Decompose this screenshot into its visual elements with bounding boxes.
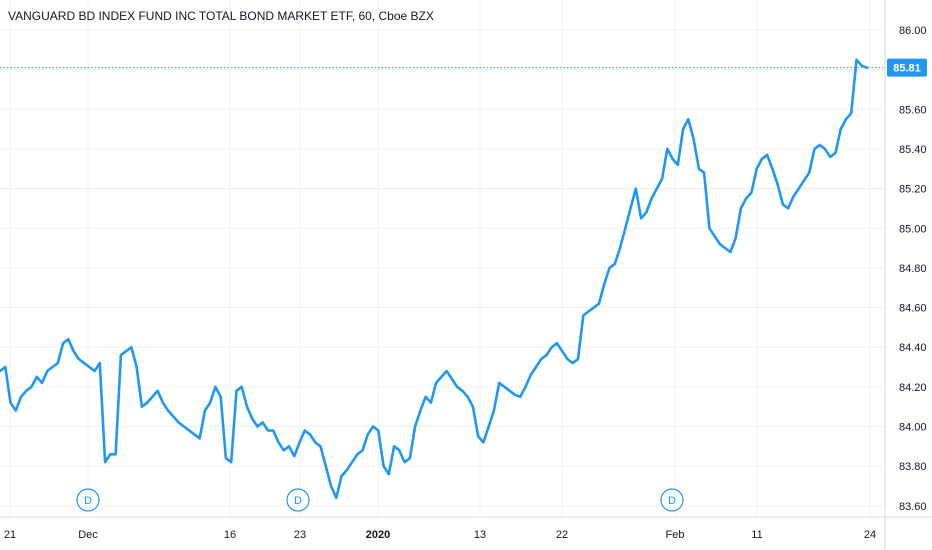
price-line (0, 58, 869, 500)
price-tick-label: 85.00 (899, 223, 927, 235)
time-tick-label: 13 (474, 529, 486, 541)
price-tick-label: 84.80 (899, 263, 927, 275)
dividend-marker-circle (660, 488, 684, 512)
dividend-marker-circle (76, 488, 100, 512)
price-tick-label: 84.20 (899, 382, 927, 394)
time-tick-label: 22 (556, 529, 568, 541)
time-tick-label: 23 (294, 529, 306, 541)
price-axis[interactable]: 86.0085.8085.6085.4085.2085.0084.8084.60… (899, 25, 927, 513)
price-tick-label: 83.60 (899, 501, 927, 513)
price-tick-label: 85.40 (899, 144, 927, 156)
last-price-line: 85.81 (0, 58, 927, 77)
dividend-marker-label: D (668, 495, 676, 507)
time-tick-label: 16 (224, 529, 236, 541)
last-price-label-box (887, 58, 927, 77)
time-tick-label: 11 (751, 529, 762, 541)
price-tick-label: 84.00 (899, 422, 927, 434)
time-tick-label: Feb (666, 529, 685, 541)
dividend-marker[interactable]: D (76, 488, 100, 512)
time-tick-label: 2020 (366, 529, 390, 541)
last-price-label: 85.81 (893, 63, 921, 75)
time-tick-label: 24 (864, 529, 876, 541)
chart-title: VANGUARD BD INDEX FUND INC TOTAL BOND MA… (8, 9, 434, 23)
time-axis[interactable]: 21 Dec 16 23 2020 13 22 Feb 11 24 (4, 529, 876, 541)
price-series (0, 58, 869, 500)
dividend-marker[interactable]: D (660, 488, 684, 512)
time-tick-label: Dec (78, 529, 98, 541)
dividend-marker-circle (286, 488, 310, 512)
dividend-marker[interactable]: D (286, 488, 310, 512)
price-tick-label: 85.60 (899, 104, 927, 116)
price-tick-label: 84.40 (899, 342, 927, 354)
grid-layer (0, 0, 885, 517)
price-tick-label: 86.00 (899, 25, 927, 37)
time-tick-label: 21 (4, 529, 16, 541)
dividend-marker-label: D (84, 495, 92, 507)
price-tick-label: 83.80 (899, 461, 927, 473)
price-tick-label: 84.60 (899, 303, 927, 315)
price-tick-label: 85.20 (899, 184, 927, 196)
dividend-marker-label: D (294, 495, 302, 507)
